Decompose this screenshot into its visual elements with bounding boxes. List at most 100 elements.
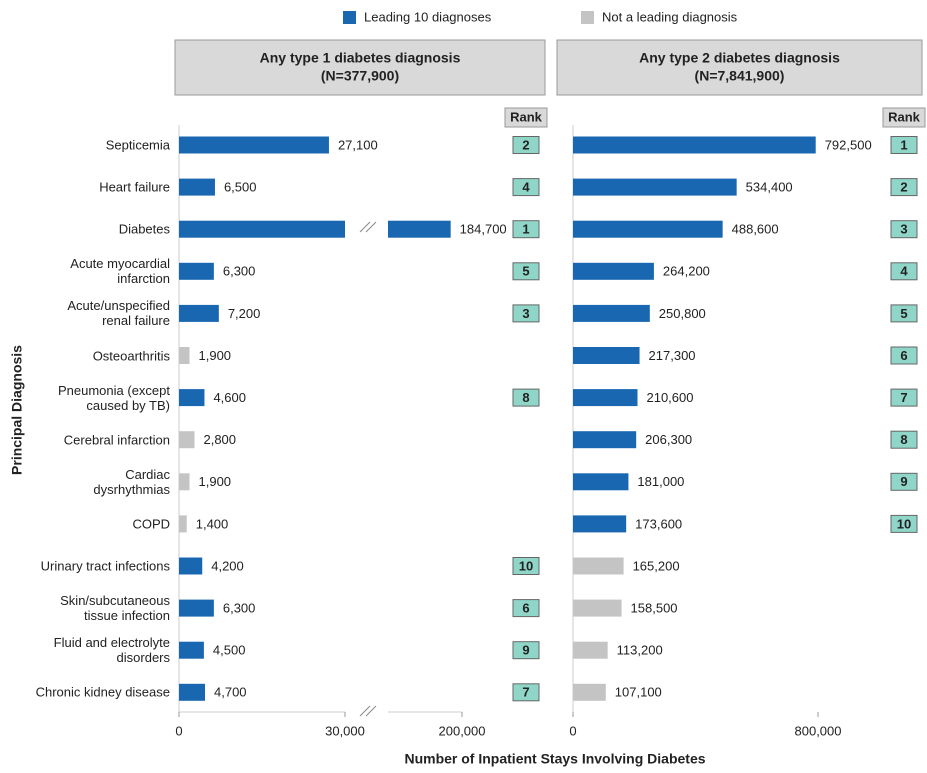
rank-label: 9 — [900, 474, 907, 489]
bar — [179, 262, 214, 280]
panel-title-box — [556, 39, 923, 96]
value-label: 1,900 — [199, 474, 232, 489]
rank-label: 4 — [522, 180, 530, 195]
rank-header-box — [504, 107, 548, 128]
category-label: Acute myocardial infarction — [70, 256, 170, 287]
rank-label: 2 — [900, 180, 907, 195]
bar — [179, 473, 190, 491]
bar — [573, 178, 737, 196]
bar — [573, 473, 629, 491]
rank-label: 8 — [522, 390, 529, 405]
bar — [179, 641, 204, 659]
value-label: 1,900 — [199, 348, 232, 363]
category-label: Urinary tract infections — [40, 558, 170, 574]
bar — [573, 389, 638, 407]
bar — [573, 683, 606, 701]
value-label: 206,300 — [645, 432, 692, 447]
rank-box — [512, 388, 540, 407]
category-label: Osteoarthritis — [92, 348, 170, 363]
rank-box — [512, 178, 540, 197]
category-label: Chronic kidney disease — [35, 684, 170, 700]
rank-box — [512, 220, 540, 239]
rank-label: 10 — [897, 516, 911, 531]
rank-label: 1 — [900, 137, 907, 152]
category-label: Septicemia — [105, 137, 170, 153]
value-label: 6,500 — [224, 180, 257, 195]
x-tick-label: 200,000 — [439, 723, 486, 738]
value-label: 250,800 — [659, 306, 706, 321]
bar — [179, 683, 206, 701]
bar — [573, 347, 640, 364]
rank-box — [890, 136, 918, 154]
x-tick-label: 0 — [175, 723, 182, 738]
category-label: Fluid and electrolyte disorders — [53, 635, 170, 666]
value-label: 792,500 — [825, 137, 872, 152]
rank-label: 10 — [519, 558, 533, 573]
bar — [179, 347, 190, 364]
rank-label: 4 — [900, 264, 908, 279]
value-label: 217,300 — [649, 348, 696, 363]
rank-box — [512, 683, 540, 702]
panel-subtitle: (N=7,841,900) — [695, 68, 785, 84]
bar — [179, 389, 205, 407]
legend-swatch — [581, 11, 594, 24]
bar — [573, 136, 816, 154]
legend-label: Not a leading diagnosis — [602, 9, 738, 24]
value-label: 165,200 — [633, 558, 680, 573]
rank-label: 3 — [522, 306, 529, 321]
axis-break — [365, 221, 377, 233]
rank-box — [890, 388, 918, 407]
value-label: 6,300 — [223, 264, 256, 279]
value-label: 2,800 — [203, 432, 236, 447]
rank-label: 8 — [900, 432, 907, 447]
category-label: Cardiac dysrhythmias — [93, 466, 170, 497]
panel-title: Any type 2 diabetes diagnosis — [639, 50, 840, 66]
value-label: 488,600 — [732, 222, 779, 237]
rank-label: 1 — [522, 222, 529, 237]
value-label: 210,600 — [646, 390, 693, 405]
bar — [573, 599, 622, 617]
rank-header: Rank — [510, 109, 543, 124]
value-label: 1,400 — [196, 516, 229, 531]
value-label: 6,300 — [223, 601, 256, 616]
panel-subtitle: (N=377,900) — [321, 68, 399, 84]
rank-box — [512, 557, 540, 575]
category-label: Acute/unspecified renal failure — [67, 298, 170, 329]
rank-box — [512, 641, 540, 660]
rank-box — [890, 262, 918, 281]
value-label: 7,200 — [228, 306, 261, 321]
category-label: Pneumonia (except caused by TB) — [57, 382, 170, 413]
rank-box — [890, 220, 918, 239]
bar — [388, 220, 451, 238]
rank-box — [512, 136, 540, 154]
x-tick-label: 0 — [569, 723, 576, 738]
rank-box — [890, 472, 918, 491]
category-label: Diabetes — [118, 221, 170, 237]
category-label: COPD — [132, 516, 170, 532]
rank-header: Rank — [888, 109, 921, 124]
value-label: 534,400 — [746, 180, 793, 195]
value-label: 113,200 — [617, 643, 663, 658]
axis-break — [365, 705, 377, 717]
bar — [179, 136, 329, 154]
rank-box — [512, 599, 540, 618]
bar — [573, 220, 723, 238]
bar — [179, 431, 195, 449]
rank-box — [890, 178, 918, 197]
bar — [573, 262, 654, 280]
rank-box — [890, 304, 918, 323]
y-axis-title: Principal Diagnosis — [9, 345, 25, 475]
bar — [573, 304, 650, 322]
bar — [573, 557, 624, 575]
bar — [179, 599, 214, 617]
value-label: 4,200 — [211, 558, 244, 573]
value-label: 107,100 — [615, 685, 662, 700]
rank-box — [890, 514, 918, 533]
rank-label: 5 — [900, 306, 907, 321]
bar — [179, 220, 345, 238]
value-label: 27,100 — [338, 137, 378, 152]
value-label: 4,700 — [214, 685, 247, 700]
value-label: 264,200 — [663, 264, 710, 279]
legend-swatch — [343, 11, 356, 24]
